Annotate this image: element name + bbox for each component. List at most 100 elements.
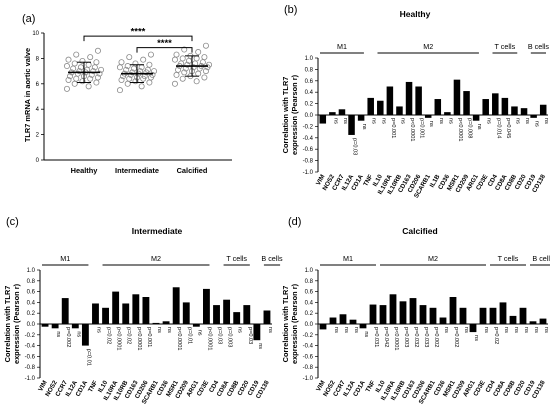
p-value-label: ns <box>156 327 162 333</box>
data-point <box>71 60 78 67</box>
bar <box>424 115 432 118</box>
bar <box>319 324 327 330</box>
y-tick-label: -0.8 <box>25 365 36 371</box>
panel-label-c: (c) <box>6 216 19 228</box>
p-value-label: p=0.003 <box>227 327 233 347</box>
p-value-label: p<0.0001 <box>206 327 212 351</box>
group-label: B cells <box>261 254 283 263</box>
category-tick-label: VIM <box>315 174 327 187</box>
data-point <box>201 54 208 61</box>
bar <box>359 324 367 329</box>
y-tick-label: -1.0 <box>303 376 314 382</box>
p-value-label: p=0.03 <box>247 327 253 344</box>
data-point <box>181 69 188 76</box>
bar <box>444 112 451 115</box>
y-tick-label: 0.8 <box>305 279 314 285</box>
bar <box>172 287 180 324</box>
bar <box>162 321 170 324</box>
data-point <box>202 68 209 75</box>
y-tick-label: 0.8 <box>27 279 36 285</box>
bar <box>112 291 120 324</box>
p-value-label: ns <box>476 124 482 130</box>
scatter-points-a <box>63 42 213 94</box>
bar <box>263 310 271 324</box>
y-tick-label: 0.2 <box>305 311 314 317</box>
data-point <box>71 80 78 87</box>
bar <box>492 93 499 115</box>
bar <box>409 298 417 324</box>
p-value-label: p=0.045 <box>505 118 511 138</box>
p-value-label: ns <box>75 331 81 337</box>
p-value-label: ns <box>332 118 338 124</box>
group-label: T cells <box>498 254 519 263</box>
data-point <box>173 71 180 78</box>
p-value-label: ns <box>523 327 529 333</box>
panel-c: (c) Intermediate -1.0 -0.8 -0.6 -0.4 -0.2 0.0… <box>3 216 283 405</box>
bar <box>152 322 160 324</box>
y-axis-title: Correlation with TLR7 <box>281 286 290 363</box>
y-tick-label: -1.0 <box>303 170 314 176</box>
bar <box>463 91 470 115</box>
p-value-label: ns <box>353 327 359 333</box>
bar <box>530 115 537 118</box>
p-value-label: p=0.014 <box>495 118 501 138</box>
bar <box>339 314 347 324</box>
data-point <box>63 63 70 70</box>
data-point <box>65 56 72 63</box>
data-point <box>96 70 103 77</box>
significance-brackets-a: **** **** <box>83 27 193 53</box>
data-point <box>149 71 156 78</box>
data-point <box>124 63 131 70</box>
bar <box>415 86 422 115</box>
data-point <box>126 75 133 82</box>
bar <box>489 307 497 324</box>
group-label: B cells <box>528 42 550 51</box>
panel-title-b: Healthy <box>400 9 431 19</box>
p-value-label: p=0.02 <box>493 327 499 344</box>
p-value-label: p<0.0001 <box>457 118 463 142</box>
p-value-label: ns <box>533 327 539 333</box>
y-tick-label: -0.8 <box>303 365 314 371</box>
data-point <box>179 75 186 82</box>
category-tick-label: VIM <box>315 380 327 393</box>
p-value-label: p=0.01 <box>186 327 192 344</box>
data-point <box>132 60 139 67</box>
panel-title-d: Calcified <box>402 226 437 236</box>
p-value-label: ns <box>543 327 549 333</box>
panel-label-b: (b) <box>284 4 297 16</box>
data-point <box>206 61 213 68</box>
bar <box>253 324 261 341</box>
data-point <box>116 87 123 94</box>
data-point <box>67 73 74 80</box>
group-label: M1 <box>343 254 353 263</box>
data-point <box>87 54 94 61</box>
y-tick-label: -0.2 <box>303 124 314 130</box>
bar <box>51 324 59 329</box>
p-value-label: ns <box>514 118 520 124</box>
y-tick-label: 0.6 <box>27 290 36 296</box>
y-tick-label: -0.6 <box>25 354 36 360</box>
p-value-label: p=0.001 <box>419 118 425 138</box>
p-value-label: ns <box>486 118 492 124</box>
y-tick-label-a: 6 <box>36 82 40 88</box>
p-value-label: p=0.01 <box>85 349 91 366</box>
data-point <box>93 79 100 86</box>
p-value-label: ns <box>267 327 273 333</box>
y-tick-label: -0.4 <box>303 136 314 142</box>
data-point <box>90 68 97 75</box>
bar <box>102 307 109 324</box>
p-value-label: ns <box>543 118 549 124</box>
p-value-label: p=0.002 <box>453 327 459 347</box>
bar <box>223 299 231 324</box>
bar <box>509 315 517 324</box>
p-value-label: p=0.02 <box>106 327 112 344</box>
bar <box>329 112 336 115</box>
group-label: T cells <box>226 254 247 263</box>
mean-sd-bars-a <box>68 55 208 84</box>
y-tick-label: -0.8 <box>303 159 314 165</box>
category-label-a: Calcified <box>177 166 208 175</box>
category-label-a: Intermediate <box>115 166 159 175</box>
bar <box>41 324 49 327</box>
data-point <box>195 49 202 56</box>
p-value-label: ns <box>196 330 202 336</box>
